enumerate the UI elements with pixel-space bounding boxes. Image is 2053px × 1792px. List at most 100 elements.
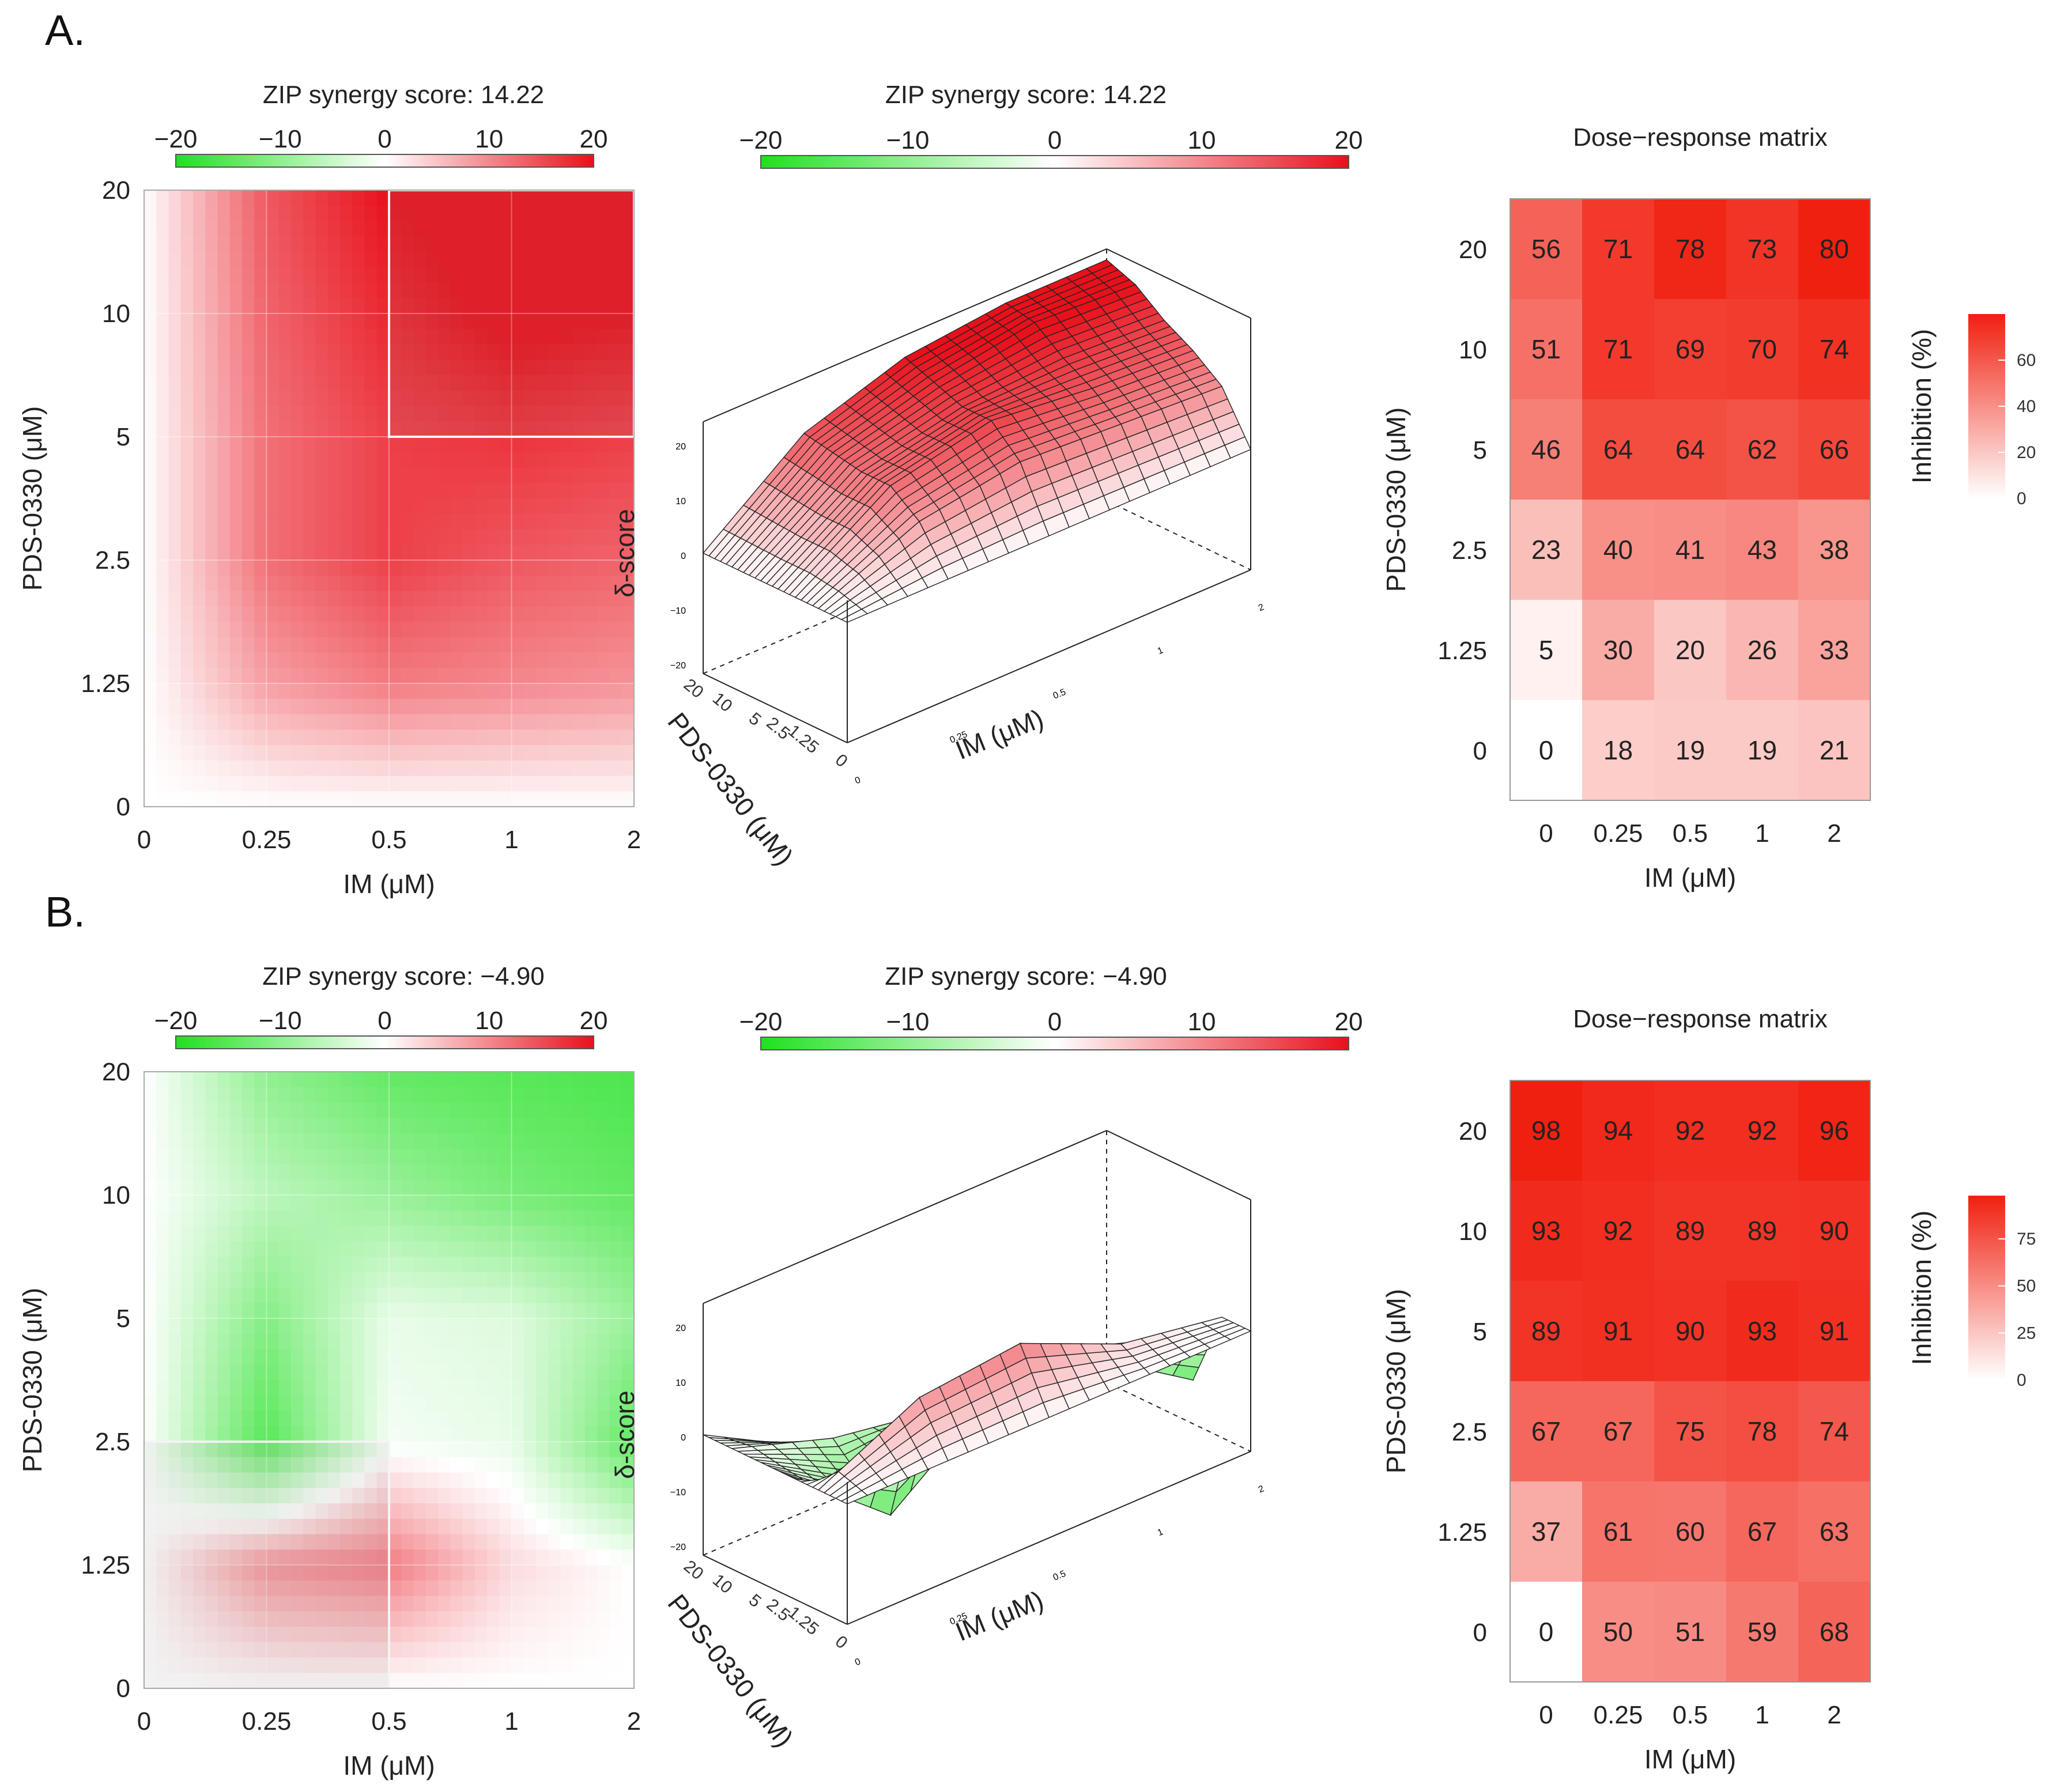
map-cell: [315, 1411, 329, 1427]
map-cell: [327, 498, 341, 515]
map-cell: [450, 236, 463, 252]
map-cell: [585, 1457, 598, 1473]
map-cell: [303, 1241, 316, 1257]
map-cell: [401, 421, 414, 437]
map-cell: [572, 529, 586, 546]
map-cell: [523, 406, 537, 422]
map-cell: [205, 421, 218, 437]
matrix-cell: [1654, 199, 1727, 300]
map-cell: [523, 1164, 537, 1181]
map-cell: [450, 1164, 463, 1181]
map-cell: [229, 1518, 243, 1535]
map-cell: [548, 1657, 561, 1674]
map-cell: [242, 1210, 255, 1227]
map-cell: [438, 1580, 451, 1597]
map-cell: [401, 1241, 414, 1257]
map-cell: [523, 1549, 537, 1566]
map-cell: [511, 622, 524, 638]
map-cell: [376, 1580, 390, 1597]
map-cell: [438, 791, 451, 807]
map-cell: [352, 791, 365, 807]
map-cell: [462, 1349, 475, 1366]
map-cell: [536, 452, 549, 468]
map-cell: [621, 1226, 635, 1242]
map-cell: [291, 375, 304, 391]
map-cell: [180, 483, 194, 499]
x-tick-label: 1: [1156, 645, 1165, 656]
map-cell: [315, 1580, 329, 1597]
map-cell: [254, 791, 267, 807]
map-cell: [425, 545, 439, 561]
map-cell: [303, 1287, 316, 1304]
map-cell: [548, 498, 561, 515]
map-cell: [401, 390, 414, 407]
map-cell: [487, 437, 500, 453]
map-cell: [511, 252, 524, 268]
map-cell: [242, 1364, 255, 1381]
map-cell: [609, 1303, 622, 1319]
map-cell: [205, 483, 218, 499]
map-cell: [180, 1472, 194, 1489]
map-cell: [352, 1303, 365, 1319]
map-cell: [144, 1349, 157, 1366]
map-cell: [560, 452, 573, 468]
map-cell: [376, 1472, 390, 1489]
map-cell: [229, 282, 243, 299]
map-cell: [180, 745, 194, 761]
map-cell: [193, 652, 206, 669]
map-cell: [585, 637, 598, 653]
map-cell: [450, 344, 463, 361]
map-cell: [585, 1627, 598, 1643]
map-cell: [364, 1318, 378, 1334]
map-cell: [278, 1148, 292, 1165]
map-cell: [242, 560, 255, 576]
colorbar-tick: 10: [475, 125, 503, 153]
map-cell: [597, 360, 610, 376]
map-cell: [156, 760, 169, 777]
map-cell: [144, 1257, 157, 1273]
map-cell: [413, 1072, 427, 1088]
map-cell: [193, 1472, 206, 1489]
map-cell: [548, 298, 561, 314]
map-cell: [474, 776, 488, 792]
map-cell: [352, 575, 365, 592]
map-cell: [585, 190, 598, 206]
map-cell: [278, 328, 292, 345]
map-cell: [327, 1442, 341, 1458]
map-cell: [278, 498, 292, 515]
map-cell: [254, 1148, 267, 1165]
map-cell: [242, 729, 255, 746]
map-cell: [315, 313, 329, 330]
map-cell: [487, 1565, 500, 1581]
map-cell: [278, 467, 292, 484]
map-cell: [303, 1148, 316, 1165]
map-cell: [474, 683, 488, 700]
map-cell: [462, 1148, 475, 1165]
map-cell: [217, 1518, 231, 1535]
map-cell: [536, 236, 549, 252]
cell-value: 61: [1603, 1517, 1633, 1547]
map-cell: [278, 575, 292, 592]
map-cell: [413, 1133, 427, 1150]
box-edge: [1106, 1382, 1251, 1452]
map-cell: [193, 1241, 206, 1257]
x-tick-label: 0: [137, 826, 151, 854]
map-cell: [536, 1241, 549, 1257]
map-cell: [364, 190, 378, 206]
map-cell: [303, 1133, 316, 1150]
map-cell: [340, 452, 353, 468]
map-cell: [352, 1673, 365, 1689]
map-cell: [560, 1148, 573, 1165]
map-cell: [401, 1549, 414, 1566]
map-cell: [315, 1596, 329, 1612]
map-cell: [450, 1087, 463, 1103]
synergy-title: ZIP synergy score: −4.90: [262, 962, 545, 990]
map-cell: [340, 760, 353, 777]
map-cell: [609, 1642, 622, 1658]
map-cell: [438, 591, 451, 607]
map-cell: [303, 1549, 316, 1566]
map-cell: [511, 1195, 524, 1211]
y-axis-label: PDS-0330 (μM): [1381, 407, 1411, 592]
map-cell: [621, 221, 635, 237]
map-cell: [462, 1257, 475, 1273]
